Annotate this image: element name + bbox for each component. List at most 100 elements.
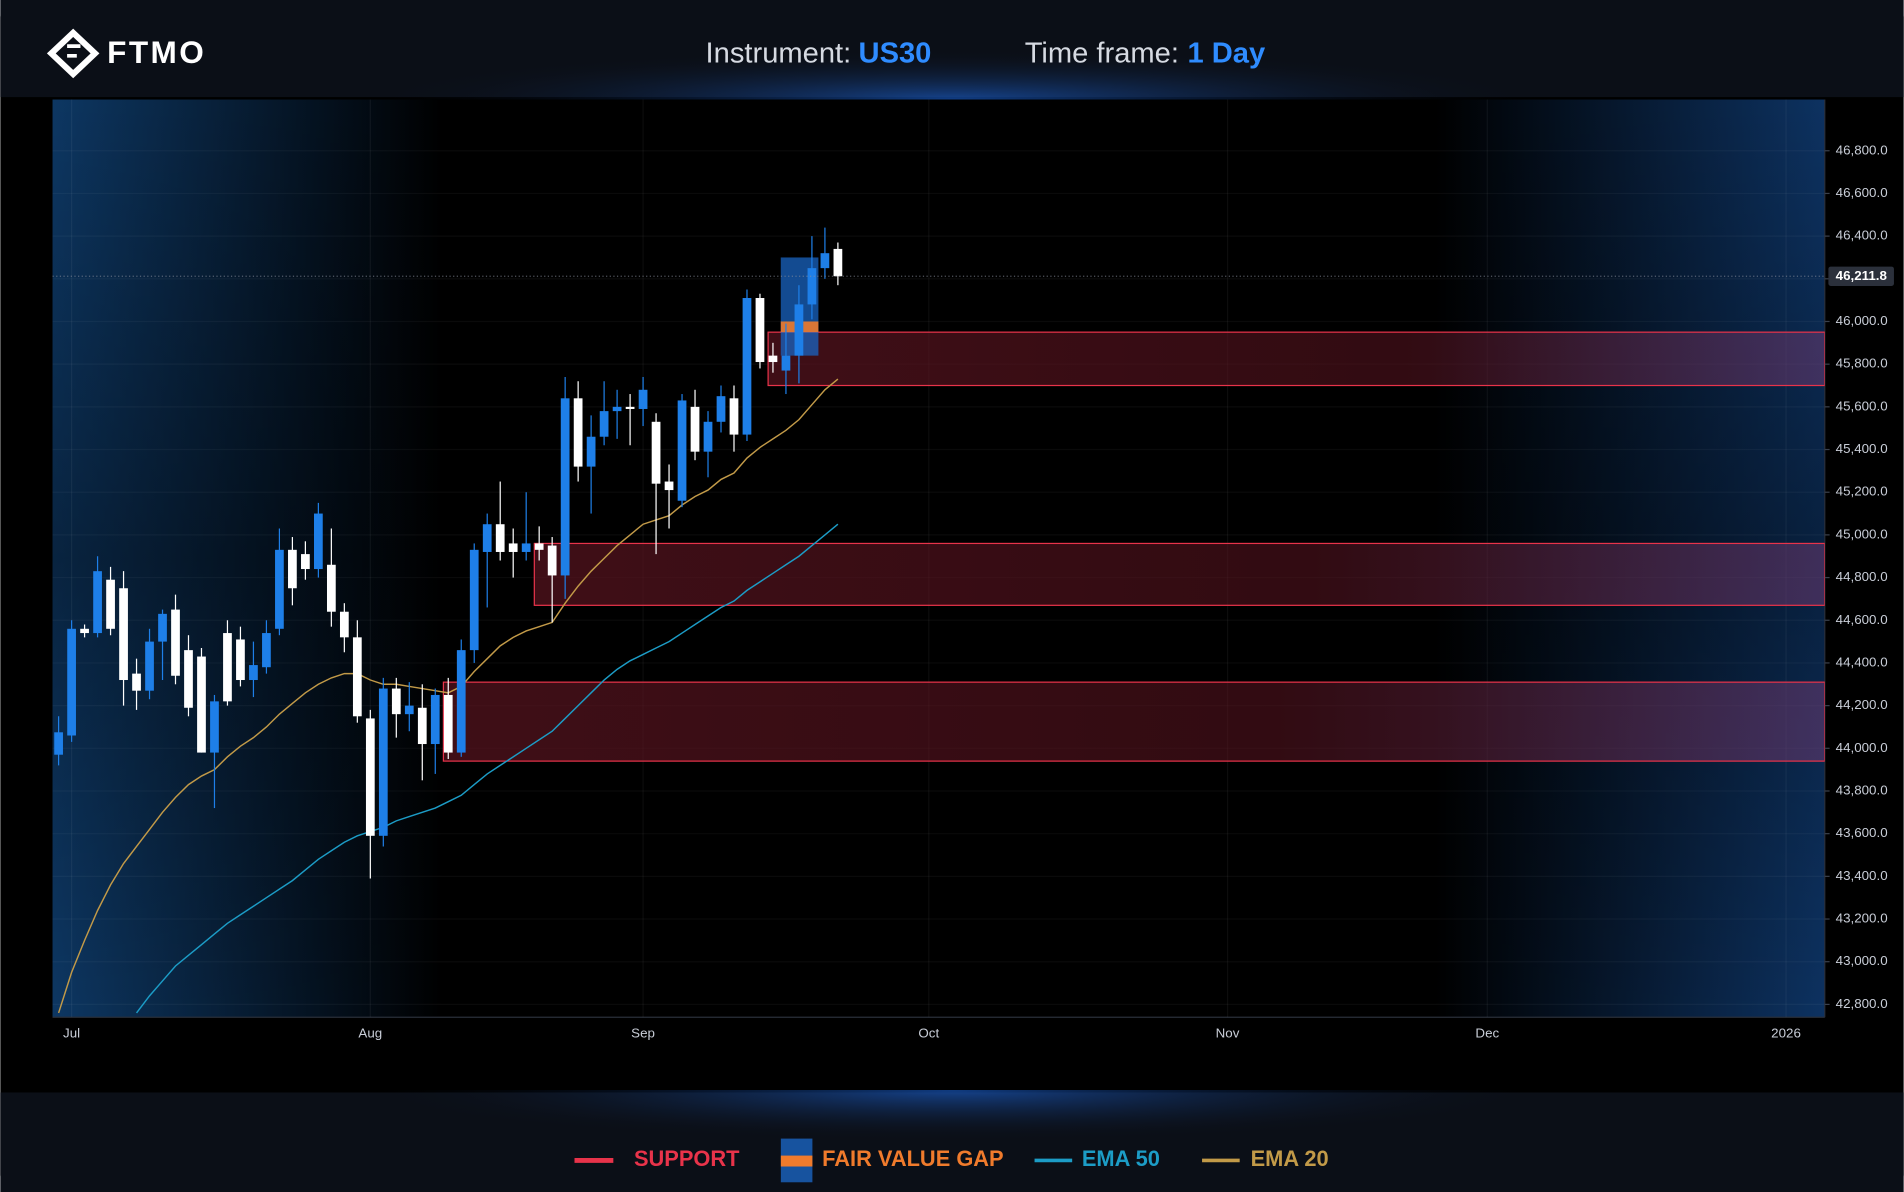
support-zone: [533, 542, 1825, 606]
candle-body: [794, 304, 804, 356]
candle-body: [262, 633, 271, 668]
x-tick-label: Sep: [631, 1026, 655, 1041]
x-tick-label: Nov: [1216, 1026, 1240, 1041]
y-tick-label: 44,200.0: [1836, 697, 1888, 712]
candle-body: [171, 609, 180, 676]
x-tick-label: Oct: [918, 1026, 939, 1041]
candle-body: [495, 524, 505, 552]
candle-body: [742, 298, 752, 435]
candle-body: [417, 707, 427, 745]
candle-body: [339, 611, 349, 638]
candle-body: [560, 398, 570, 576]
x-tick-label: Dec: [1475, 1026, 1499, 1041]
y-tick-label: 42,800.0: [1836, 996, 1888, 1011]
candle-body: [158, 613, 167, 642]
candle-body: [703, 421, 713, 452]
last-price-box: [1828, 266, 1894, 286]
instrument: US30: [859, 37, 932, 69]
candle-body: [521, 543, 531, 552]
candle-body: [456, 650, 466, 753]
candle-body: [573, 398, 583, 467]
candle-body: [326, 564, 336, 612]
footer-glow: [364, 1090, 1540, 1192]
y-tick-label: 45,000.0: [1836, 526, 1888, 541]
legend-label: SUPPORT: [634, 1146, 740, 1171]
y-tick-label: 46,000.0: [1836, 313, 1888, 328]
y-tick-label: 43,000.0: [1836, 953, 1888, 968]
candle-body: [807, 268, 817, 305]
candle-body: [184, 650, 193, 708]
candle-body: [67, 628, 76, 736]
x-tick-label: Jul: [63, 1026, 80, 1041]
candle-body: [625, 406, 635, 409]
candle-body: [288, 549, 297, 589]
y-tick-label: 45,800.0: [1836, 356, 1888, 371]
candle-body: [210, 701, 219, 753]
candle-body: [430, 694, 440, 745]
candle-body: [638, 389, 648, 409]
candle-body: [197, 656, 206, 753]
candle-body: [755, 298, 765, 363]
candle-body: [716, 396, 726, 422]
y-tick-label: 45,400.0: [1836, 441, 1888, 456]
timeframe-label: Time frame:: [1025, 37, 1179, 69]
candle-body: [93, 571, 102, 634]
x-tick-label: Aug: [358, 1026, 382, 1041]
candle-body: [729, 398, 739, 435]
timeframe: 1 Day: [1187, 37, 1266, 69]
candle-body: [651, 421, 661, 484]
candle-body: [781, 355, 791, 371]
y-tick-label: 43,600.0: [1836, 825, 1888, 840]
candle-body: [132, 673, 141, 691]
candle-body: [106, 579, 115, 629]
candle-body: [612, 406, 622, 412]
candle-body: [443, 694, 453, 753]
candle-body: [482, 524, 492, 552]
support-zone: [767, 331, 1825, 387]
logo-icon: [46, 28, 100, 79]
logo-mark: [67, 44, 81, 58]
legend-label: EMA 50: [1082, 1146, 1160, 1171]
ema-line: [135, 523, 839, 1014]
candle-body: [547, 545, 557, 576]
candle-body: [690, 406, 700, 452]
y-tick-label: 43,200.0: [1836, 911, 1888, 926]
candle-body: [314, 513, 323, 570]
y-tick-label: 46,800.0: [1836, 142, 1888, 157]
candle-body: [249, 665, 258, 681]
y-tick-label: 45,200.0: [1836, 484, 1888, 499]
candle-body: [404, 705, 414, 715]
candle-body: [54, 732, 63, 755]
plot: [52, 99, 1825, 1018]
support-zone: [442, 681, 1825, 762]
candle-body: [80, 628, 89, 634]
candle-body: [236, 639, 245, 681]
candle-body: [820, 253, 830, 269]
legend-label: EMA 20: [1251, 1146, 1329, 1171]
candle-body: [145, 641, 154, 691]
candle-body: [469, 549, 479, 651]
y-tick-label: 44,800.0: [1836, 569, 1888, 584]
legend-label: FAIR VALUE GAP: [822, 1146, 1004, 1171]
candle-body: [677, 400, 687, 501]
y-tick-label: 43,800.0: [1836, 783, 1888, 798]
candle-body: [275, 549, 284, 629]
y-tick-label: 43,400.0: [1836, 868, 1888, 883]
y-tick-label: 45,600.0: [1836, 398, 1888, 413]
x-tick-label: 2026: [1771, 1026, 1801, 1041]
y-tick-label: 44,400.0: [1836, 654, 1888, 669]
candle-body: [833, 248, 843, 277]
candle-body: [378, 688, 388, 836]
candle-body: [599, 411, 609, 437]
candle-body: [508, 543, 518, 552]
candle-body: [352, 637, 362, 717]
logo-text: FTMO: [107, 34, 206, 70]
instrument-label: Instrument:: [706, 37, 852, 69]
candle-body: [365, 718, 375, 836]
last-price-label: 46,211.8: [1836, 268, 1888, 283]
candle-body: [301, 554, 310, 570]
y-tick-label: 44,000.0: [1836, 740, 1888, 755]
legend-swatch: [780, 1155, 813, 1167]
y-tick-label: 44,600.0: [1836, 612, 1888, 627]
